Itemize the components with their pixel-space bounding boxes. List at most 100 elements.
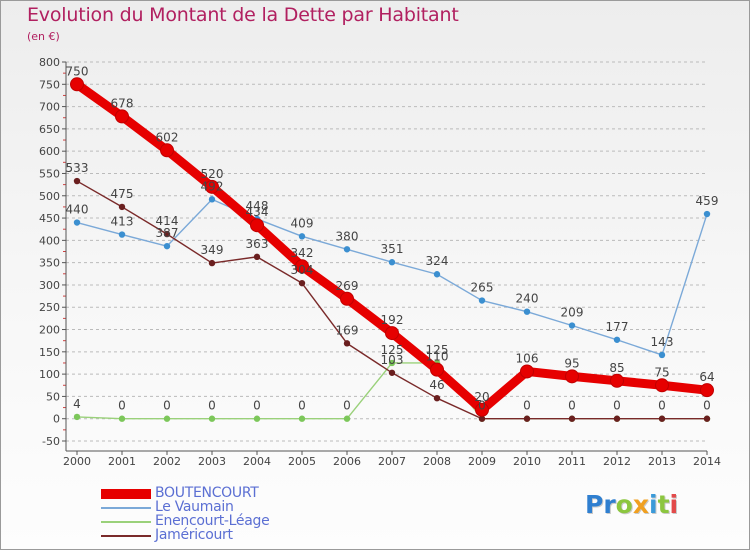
y-tick-label: 750 bbox=[39, 78, 60, 91]
data-point-boutencourt bbox=[610, 373, 624, 388]
data-point-le-vaumain bbox=[613, 336, 621, 343]
legend-swatch bbox=[101, 521, 151, 523]
x-tick-label: 2012 bbox=[603, 455, 631, 468]
data-point-enencourt-leage bbox=[208, 415, 216, 422]
data-label-boutencourt: 342 bbox=[291, 246, 314, 260]
logo-letter: t bbox=[657, 490, 670, 519]
data-label-boutencourt: 269 bbox=[336, 279, 359, 293]
data-point-le-vaumain bbox=[523, 308, 531, 315]
data-label-jamericourt: 0 bbox=[523, 399, 531, 413]
y-tick-label: 700 bbox=[39, 101, 60, 114]
data-point-jamericourt bbox=[523, 415, 531, 422]
x-tick-label: 2010 bbox=[513, 455, 541, 468]
data-point-boutencourt bbox=[565, 369, 579, 384]
data-point-enencourt-leage bbox=[163, 415, 171, 422]
data-point-jamericourt bbox=[658, 415, 666, 422]
data-label-boutencourt: 678 bbox=[111, 96, 134, 110]
x-tick-label: 2006 bbox=[333, 455, 361, 468]
data-label-boutencourt: 85 bbox=[609, 361, 624, 375]
data-label-boutencourt: 192 bbox=[381, 313, 404, 327]
data-label-boutencourt: 520 bbox=[201, 167, 224, 181]
logo-letter: i bbox=[649, 490, 658, 519]
data-label-boutencourt: 434 bbox=[246, 205, 269, 219]
data-point-jamericourt bbox=[118, 203, 126, 211]
data-point-le-vaumain bbox=[163, 242, 171, 250]
data-point-enencourt-leage bbox=[298, 415, 306, 422]
data-label-le-vaumain: 440 bbox=[66, 203, 89, 217]
data-label-jamericourt: 0 bbox=[658, 399, 666, 413]
data-label-boutencourt: 750 bbox=[66, 64, 89, 78]
y-tick-label: 550 bbox=[39, 167, 60, 180]
y-tick-label: 800 bbox=[39, 56, 60, 69]
chart-title: Evolution du Montant de la Dette par Hab… bbox=[27, 4, 459, 26]
logo-letter: P bbox=[585, 490, 604, 519]
y-tick-label: 50 bbox=[46, 390, 60, 403]
data-label-enencourt-leage: 0 bbox=[298, 399, 306, 413]
logo-letter: i bbox=[669, 490, 679, 519]
x-tick-label: 2014 bbox=[693, 455, 721, 468]
data-label-jamericourt: 349 bbox=[201, 243, 224, 257]
x-tick-label: 2009 bbox=[468, 455, 496, 468]
data-point-jamericourt bbox=[208, 259, 216, 267]
data-label-jamericourt: 0 bbox=[703, 399, 711, 413]
data-label-le-vaumain: 459 bbox=[696, 194, 719, 208]
data-point-le-vaumain bbox=[208, 196, 216, 203]
data-point-le-vaumain bbox=[118, 231, 126, 238]
legend-swatch bbox=[101, 489, 151, 499]
data-label-jamericourt: 46 bbox=[429, 378, 444, 392]
data-label-le-vaumain: 413 bbox=[111, 215, 134, 229]
data-label-boutencourt: 110 bbox=[426, 350, 449, 364]
x-tick-label: 2008 bbox=[423, 455, 451, 468]
y-tick-label: 0 bbox=[53, 413, 60, 426]
data-point-enencourt-leage bbox=[118, 415, 126, 422]
data-label-jamericourt: 0 bbox=[478, 399, 486, 413]
data-point-boutencourt bbox=[520, 364, 534, 379]
legend-swatch bbox=[101, 507, 151, 509]
data-point-boutencourt bbox=[700, 383, 714, 398]
data-point-le-vaumain bbox=[658, 351, 666, 359]
data-label-enencourt-leage: 4 bbox=[73, 397, 81, 411]
logo-letter: x bbox=[632, 490, 649, 519]
data-point-le-vaumain bbox=[703, 210, 711, 218]
data-label-le-vaumain: 265 bbox=[471, 281, 494, 295]
data-point-jamericourt bbox=[298, 279, 306, 287]
x-tick-label: 2013 bbox=[648, 455, 676, 468]
data-label-le-vaumain: 209 bbox=[561, 306, 584, 320]
data-point-enencourt-leage bbox=[343, 415, 351, 422]
data-label-le-vaumain: 448 bbox=[246, 199, 269, 213]
data-label-le-vaumain: 492 bbox=[201, 179, 224, 193]
data-point-boutencourt bbox=[430, 362, 444, 377]
data-point-jamericourt bbox=[253, 253, 261, 261]
data-point-jamericourt bbox=[163, 230, 171, 238]
data-label-boutencourt: 75 bbox=[654, 365, 669, 379]
y-tick-label: 250 bbox=[39, 301, 60, 314]
data-point-le-vaumain bbox=[298, 233, 306, 240]
data-label-le-vaumain: 351 bbox=[381, 242, 404, 256]
data-label-enencourt-leage: 0 bbox=[208, 399, 216, 413]
data-label-jamericourt: 533 bbox=[66, 161, 89, 175]
data-point-le-vaumain bbox=[388, 259, 396, 266]
data-point-jamericourt bbox=[343, 340, 351, 347]
data-label-le-vaumain: 409 bbox=[291, 216, 314, 230]
x-tick-label: 2001 bbox=[108, 455, 136, 468]
legend-label: Jaméricourt bbox=[155, 527, 233, 543]
data-point-boutencourt bbox=[250, 218, 264, 233]
data-point-boutencourt bbox=[475, 402, 489, 417]
data-label-enencourt-leage: 125 bbox=[381, 343, 404, 357]
data-label-boutencourt: 602 bbox=[156, 130, 179, 144]
data-point-le-vaumain bbox=[478, 297, 486, 304]
data-label-jamericourt: 0 bbox=[613, 399, 621, 413]
y-tick-label: 300 bbox=[39, 279, 60, 292]
data-point-jamericourt bbox=[433, 394, 441, 402]
data-label-jamericourt: 475 bbox=[111, 187, 134, 201]
legend-swatch bbox=[101, 535, 151, 537]
data-point-jamericourt bbox=[73, 177, 81, 185]
data-label-jamericourt: 103 bbox=[381, 353, 404, 367]
data-point-enencourt-leage bbox=[253, 415, 261, 422]
data-label-le-vaumain: 324 bbox=[426, 254, 449, 268]
x-tick-label: 2003 bbox=[198, 455, 226, 468]
data-point-boutencourt bbox=[115, 109, 129, 124]
data-point-boutencourt bbox=[205, 179, 219, 194]
y-tick-label: 150 bbox=[39, 346, 60, 359]
